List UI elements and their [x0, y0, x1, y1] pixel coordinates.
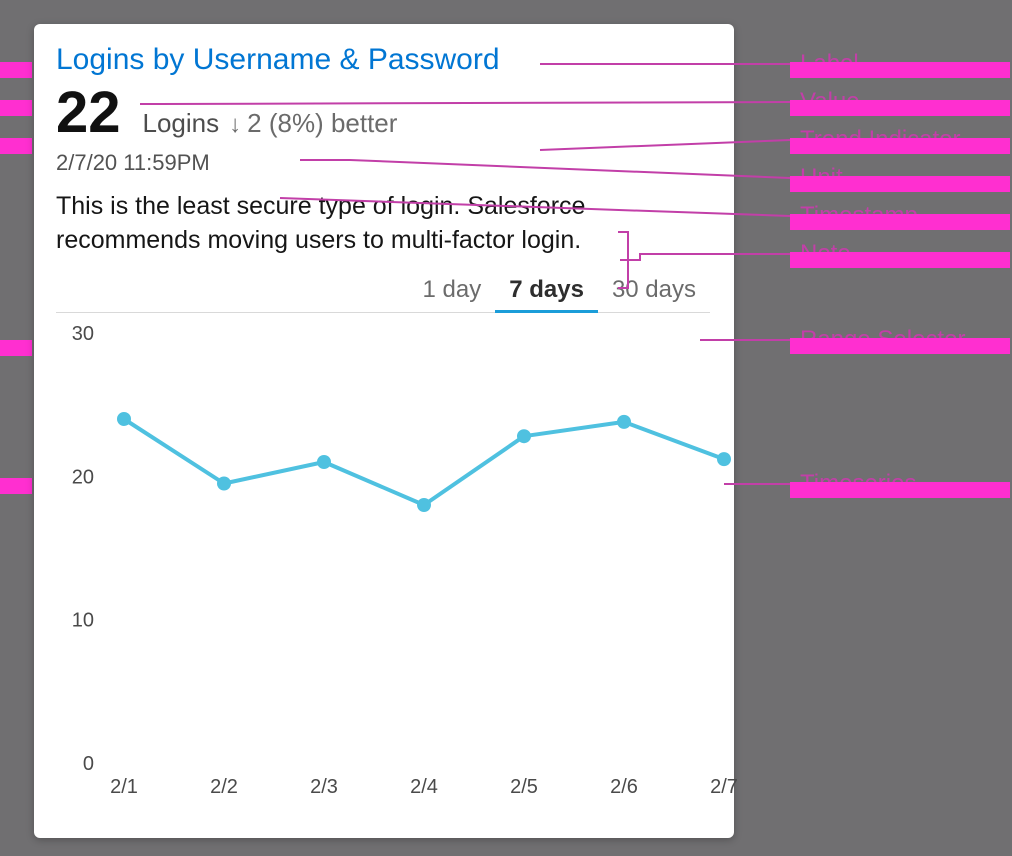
- svg-text:2/4: 2/4: [410, 776, 438, 798]
- svg-text:20: 20: [72, 466, 94, 488]
- svg-text:2/6: 2/6: [610, 776, 638, 798]
- accent-bar: [790, 100, 1010, 116]
- accent-bar: [790, 252, 1010, 268]
- accent-bar: [790, 482, 1010, 498]
- trend-arrow-icon: ↓: [229, 111, 241, 139]
- card-title[interactable]: Logins by Username & Password: [56, 42, 712, 78]
- accent-bar: [0, 62, 32, 78]
- svg-text:10: 10: [72, 609, 94, 631]
- accent-bar: [790, 138, 1010, 154]
- range-tab-30-days[interactable]: 30 days: [598, 272, 710, 313]
- range-tab-7-days[interactable]: 7 days: [495, 272, 598, 313]
- svg-text:0: 0: [83, 753, 94, 775]
- svg-text:2/7: 2/7: [710, 776, 738, 798]
- accent-bar: [0, 138, 32, 154]
- metric-value: 22: [56, 84, 121, 142]
- trend-indicator: 2 (8%) better: [247, 108, 397, 139]
- note-text: This is the least secure type of login. …: [56, 190, 676, 258]
- accent-bar: [0, 100, 32, 116]
- timestamp-text: 2/7/20 11:59PM: [56, 150, 712, 176]
- accent-bar: [790, 176, 1010, 192]
- timeseries-chart: 01020302/12/22/32/42/52/62/7: [56, 323, 712, 812]
- accent-bar: [790, 338, 1010, 354]
- range-selector: 1 day7 days30 days: [56, 272, 710, 313]
- svg-text:30: 30: [72, 323, 94, 345]
- metric-unit: Logins: [143, 108, 220, 139]
- accent-bar: [0, 478, 32, 494]
- svg-text:2/3: 2/3: [310, 776, 338, 798]
- accent-bar: [790, 62, 1010, 78]
- unit-and-trend: Logins ↓ 2 (8%) better: [143, 108, 398, 139]
- value-row: 22 Logins ↓ 2 (8%) better: [56, 84, 712, 142]
- svg-text:2/2: 2/2: [210, 776, 238, 798]
- range-tab-1-day[interactable]: 1 day: [409, 272, 496, 313]
- accent-bar: [0, 340, 32, 356]
- accent-bar: [790, 214, 1010, 230]
- svg-text:2/5: 2/5: [510, 776, 538, 798]
- svg-text:2/1: 2/1: [110, 776, 138, 798]
- metric-card: Logins by Username & Password 22 Logins …: [34, 24, 734, 838]
